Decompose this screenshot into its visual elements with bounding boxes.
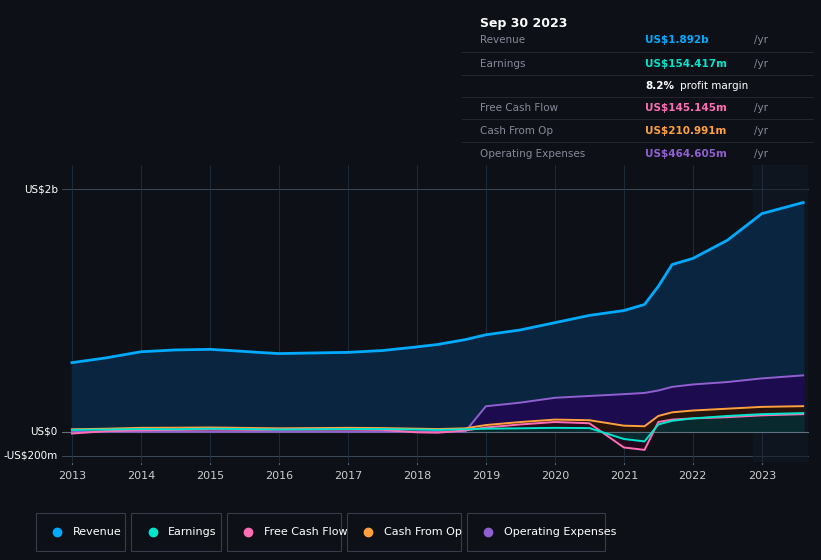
Text: Operating Expenses: Operating Expenses xyxy=(504,527,617,537)
Text: US$464.605m: US$464.605m xyxy=(645,149,727,159)
Text: US$1.892b: US$1.892b xyxy=(645,35,709,45)
Text: 2021: 2021 xyxy=(610,471,638,481)
Text: /yr: /yr xyxy=(754,35,768,45)
Text: 2020: 2020 xyxy=(541,471,569,481)
Text: Free Cash Flow: Free Cash Flow xyxy=(264,527,347,537)
Text: Revenue: Revenue xyxy=(479,35,525,45)
Text: /yr: /yr xyxy=(754,59,768,69)
Text: Sep 30 2023: Sep 30 2023 xyxy=(479,17,567,30)
Text: US$145.145m: US$145.145m xyxy=(645,102,727,113)
Text: Earnings: Earnings xyxy=(168,527,217,537)
Text: Operating Expenses: Operating Expenses xyxy=(479,149,585,159)
Text: profit margin: profit margin xyxy=(680,81,748,91)
Text: US$154.417m: US$154.417m xyxy=(645,59,727,69)
Text: /yr: /yr xyxy=(754,102,768,113)
Text: 2013: 2013 xyxy=(57,471,86,481)
Text: 2015: 2015 xyxy=(196,471,224,481)
Text: 2023: 2023 xyxy=(748,471,776,481)
Text: 2017: 2017 xyxy=(334,471,362,481)
Text: 2016: 2016 xyxy=(265,471,293,481)
Text: -US$200m: -US$200m xyxy=(3,451,57,461)
Text: 2014: 2014 xyxy=(126,471,155,481)
Bar xyxy=(753,165,806,462)
Text: Free Cash Flow: Free Cash Flow xyxy=(479,102,558,113)
Text: 8.2%: 8.2% xyxy=(645,81,674,91)
Text: Earnings: Earnings xyxy=(479,59,525,69)
Text: 2019: 2019 xyxy=(472,471,500,481)
Text: Revenue: Revenue xyxy=(73,527,122,537)
Text: Cash From Op: Cash From Op xyxy=(479,125,553,136)
Text: US$0: US$0 xyxy=(30,427,57,437)
Text: 2022: 2022 xyxy=(679,471,707,481)
Text: /yr: /yr xyxy=(754,125,768,136)
Text: US$2b: US$2b xyxy=(24,184,57,194)
Text: /yr: /yr xyxy=(754,149,768,159)
Text: 2018: 2018 xyxy=(403,471,431,481)
Text: US$210.991m: US$210.991m xyxy=(645,125,727,136)
Text: Cash From Op: Cash From Op xyxy=(384,527,461,537)
